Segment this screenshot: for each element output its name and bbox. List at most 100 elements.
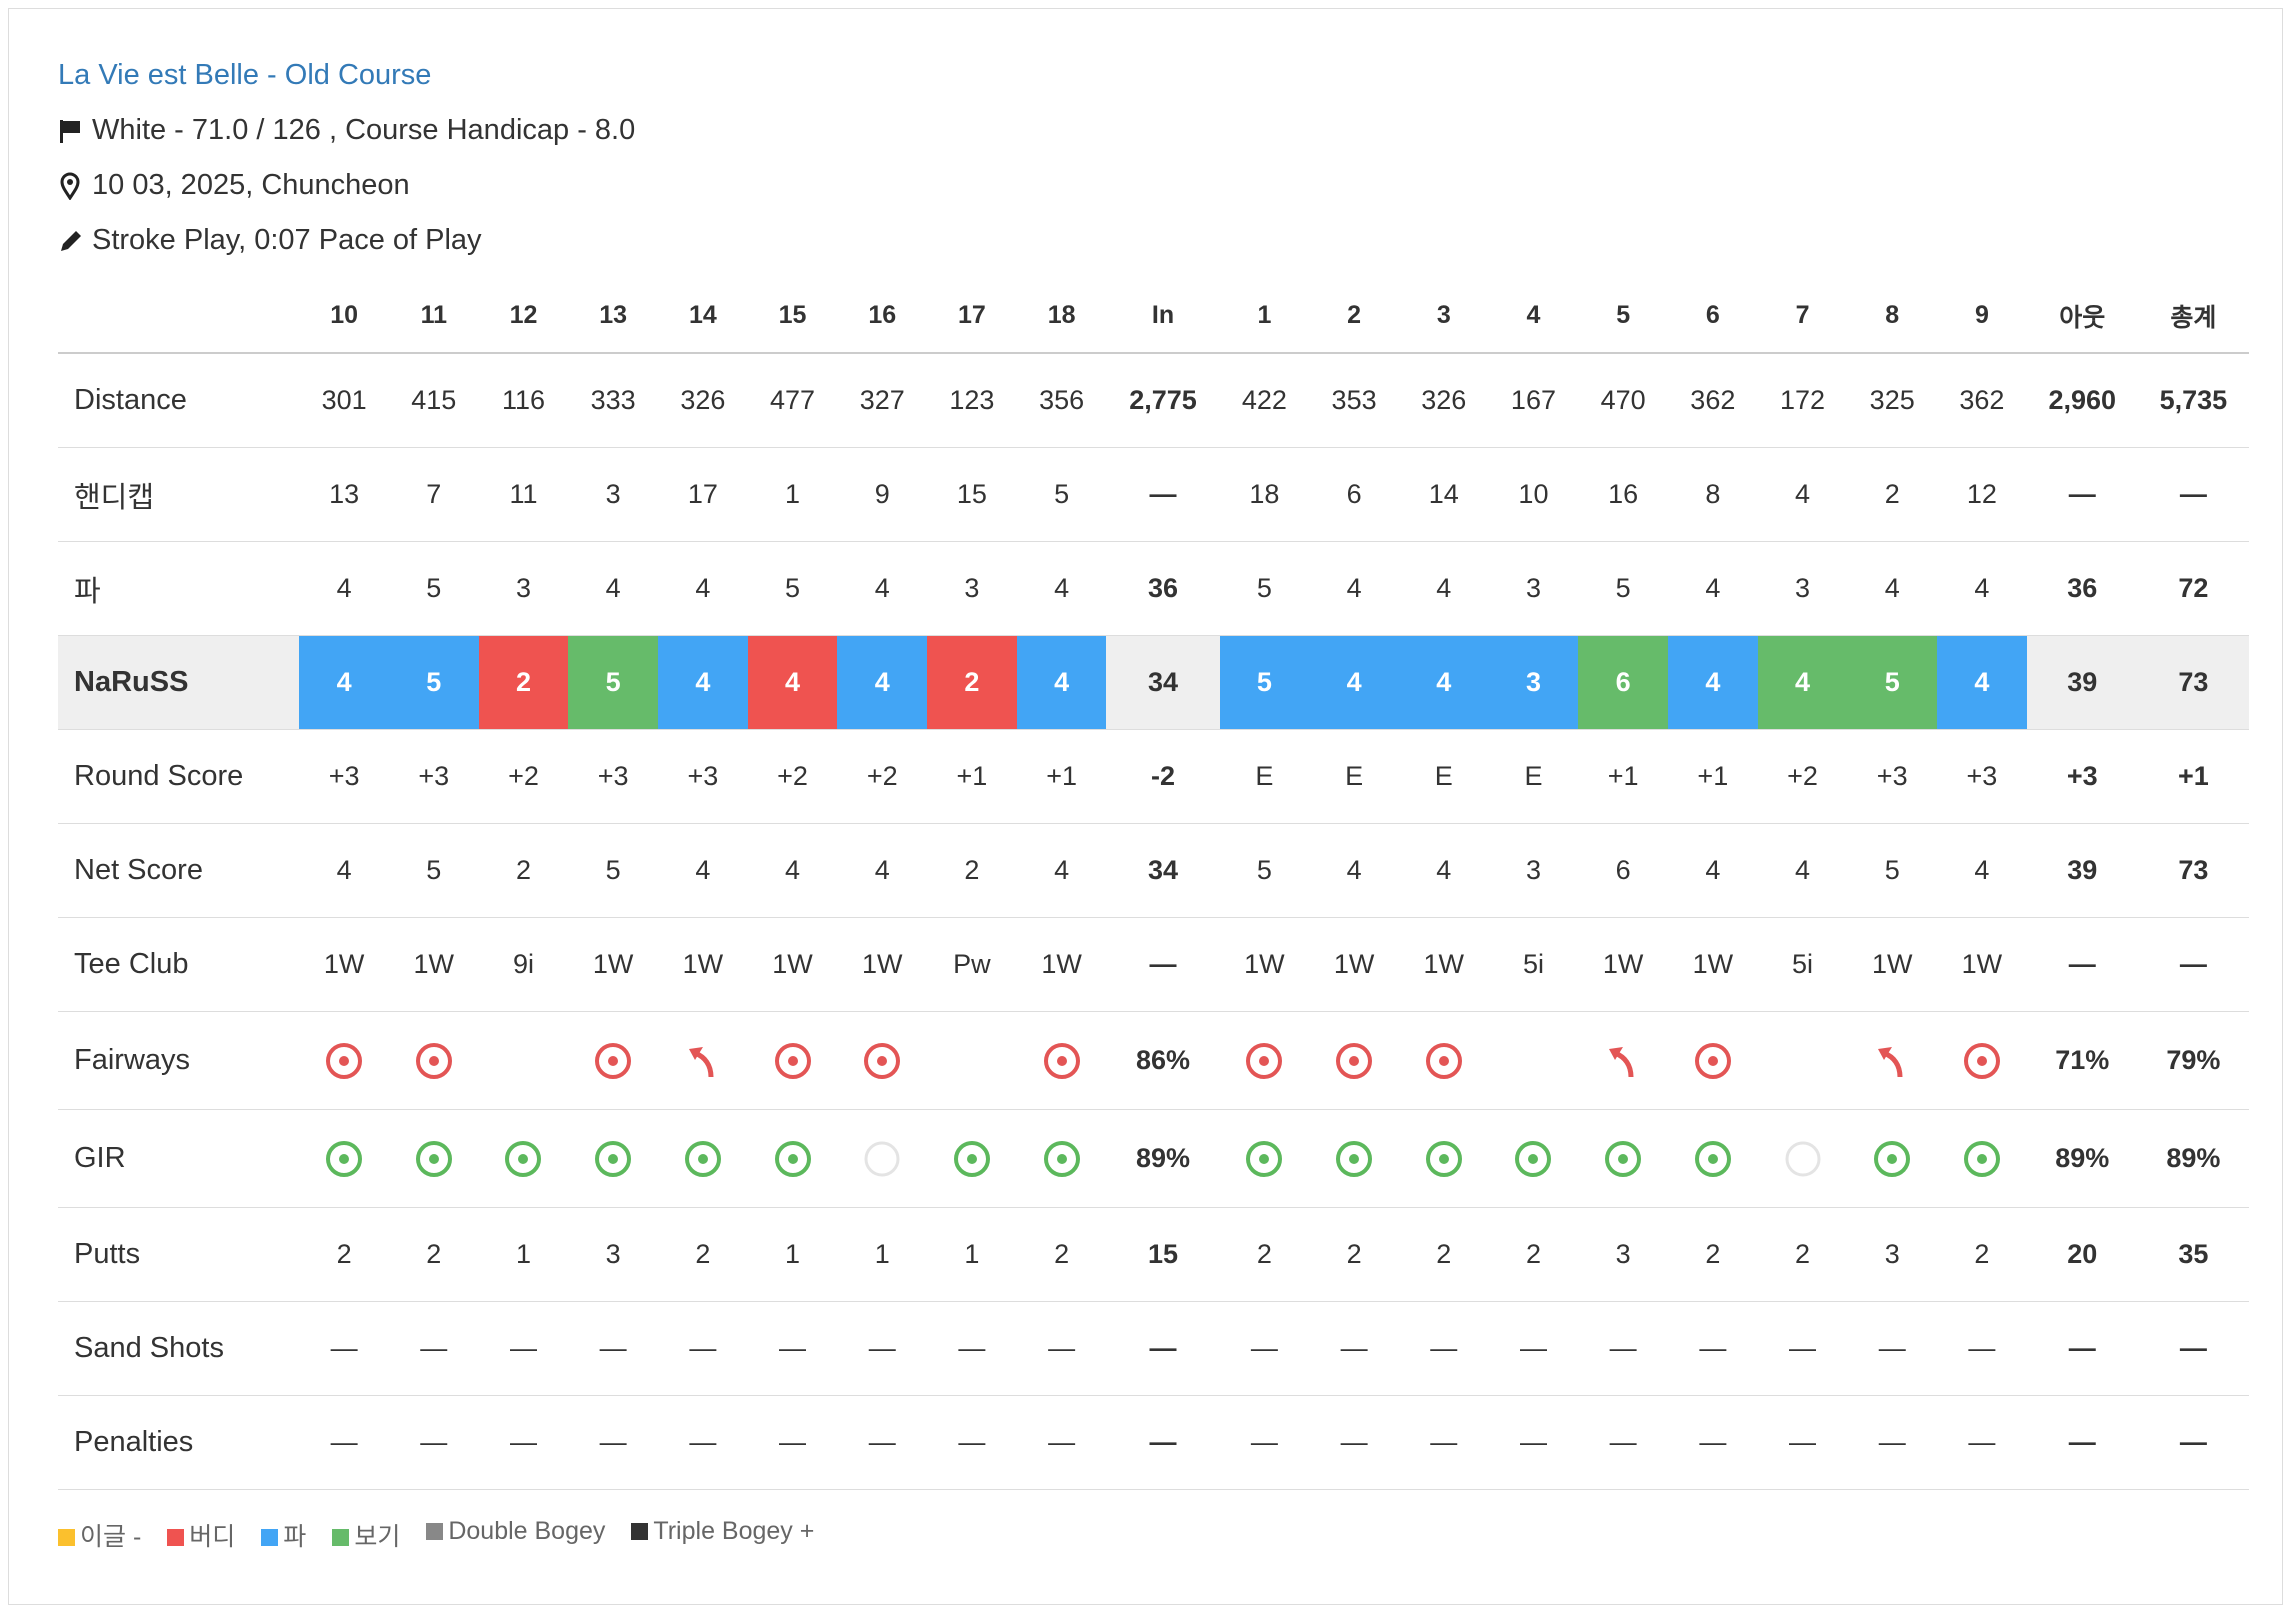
legend-swatch [631, 1523, 649, 1540]
score-cell: 4 [1309, 635, 1399, 730]
row-label: Sand Shots [58, 1301, 300, 1396]
score-cell: — [1488, 1301, 1579, 1396]
score-cell: +1 [1016, 729, 1107, 824]
score-cell: 116 [478, 353, 569, 448]
score-cell: 1W [837, 917, 928, 1012]
score-cell [1667, 1011, 1758, 1110]
score-cell: 2 [1016, 1207, 1107, 1302]
legend-label: 이글 - [80, 1523, 142, 1551]
score-cell: 3 [1488, 541, 1579, 636]
score-cell: — [2137, 1301, 2249, 1396]
score-cell: +1 [1667, 729, 1758, 824]
score-cell [388, 1109, 479, 1208]
row-label: 파 [58, 541, 300, 636]
legend-swatch [167, 1529, 185, 1546]
score-cell: 6 [1578, 823, 1668, 918]
score-cell: 4 [1757, 447, 1848, 542]
score-cell: 9i [478, 917, 569, 1012]
score-cell: 1W [1309, 917, 1399, 1012]
score-cell: 11 [478, 447, 569, 542]
score-cell: Pw [927, 917, 1017, 1012]
score-cell: — [1398, 1301, 1489, 1396]
score-cell: — [1106, 447, 1220, 542]
hole-header: 10 [299, 279, 389, 354]
score-cell [1309, 1109, 1399, 1208]
score-cell: 2,775 [1106, 353, 1220, 448]
score-cell: E [1488, 729, 1579, 824]
legend-swatch [332, 1529, 350, 1546]
status-icon [415, 1042, 452, 1079]
score-cell: — [299, 1395, 389, 1490]
scorecard: La Vie est Belle - Old Course White - 71… [8, 8, 2283, 1605]
score-cell: 71% [2026, 1011, 2138, 1110]
score-cell: 326 [658, 353, 748, 448]
score-cell: — [1106, 917, 1220, 1012]
score-cell: 2 [1757, 1207, 1848, 1302]
score-cell: E [1219, 729, 1310, 824]
row-label: NaRuSS [58, 635, 300, 730]
status-icon [415, 1140, 452, 1177]
hole-header: 15 [747, 279, 838, 354]
flag-icon [60, 119, 80, 143]
table-row: NaRuSS 4 5 2 5 4 4 4 2 4 34 5 4 4 3 6 4 4 5 4 39 73 [58, 635, 2249, 730]
score-cell [478, 1109, 569, 1208]
score-cell: +3 [388, 729, 479, 824]
hole-header: 9 [1937, 279, 2027, 354]
status-icon [1515, 1140, 1552, 1177]
score-cell: 5 [1219, 823, 1310, 918]
score-cell: 4 [299, 635, 389, 730]
score-cell: — [1219, 1395, 1310, 1490]
score-cell: 4 [1398, 823, 1489, 918]
status-icon [1605, 1140, 1642, 1177]
score-cell [1578, 1011, 1668, 1110]
course-title[interactable]: La Vie est Belle - Old Course [58, 59, 432, 91]
score-cell: +3 [299, 729, 389, 824]
row-label: GIR [58, 1109, 300, 1208]
score-cell: 15 [927, 447, 1017, 542]
score-cell: — [388, 1301, 479, 1396]
table-row: Net Score 4 5 2 5 4 4 4 2 4 34 5 4 4 3 6 4 4 5 4 39 73 [58, 823, 2249, 918]
score-cell: — [568, 1395, 658, 1490]
status-icon [1425, 1140, 1462, 1177]
score-cell: — [1847, 1395, 1938, 1490]
score-cell: 4 [1937, 635, 2027, 730]
legend-swatch [426, 1523, 444, 1540]
score-cell: -2 [1106, 729, 1220, 824]
score-cell: +3 [1937, 729, 2027, 824]
score-cell: 1 [837, 1207, 928, 1302]
hole-header: 14 [658, 279, 748, 354]
score-cell: 5 [388, 823, 479, 918]
score-cell [388, 1011, 479, 1110]
table-row: Penalties — — — — — — — — — — — — — — — — — — — — — [58, 1395, 2249, 1490]
score-cell: 1W [1578, 917, 1668, 1012]
score-cell: +1 [1578, 729, 1668, 824]
score-cell [1398, 1109, 1489, 1208]
score-cell: 13 [299, 447, 389, 542]
corner-cell [58, 279, 300, 354]
score-cell: 327 [837, 353, 928, 448]
score-cell: 1W [747, 917, 838, 1012]
score-cell: 3 [1488, 635, 1579, 730]
row-label: Distance [58, 353, 300, 448]
score-cell: 362 [1937, 353, 2027, 448]
score-cell: 14 [1398, 447, 1489, 542]
hole-header: 아웃 [2026, 279, 2138, 354]
score-cell: 301 [299, 353, 389, 448]
status-icon [1785, 1141, 1821, 1176]
score-cell: 3 [1578, 1207, 1668, 1302]
score-cell: 326 [1398, 353, 1489, 448]
status-icon [1609, 1046, 1634, 1077]
status-icon [1336, 1140, 1373, 1177]
score-cell: — [1847, 1301, 1938, 1396]
status-icon [505, 1140, 542, 1177]
score-cell [747, 1011, 838, 1110]
score-cell: +3 [2026, 729, 2138, 824]
score-cell: 2 [299, 1207, 389, 1302]
score-cell: 4 [1309, 823, 1399, 918]
score-cell [1578, 1109, 1668, 1208]
score-cell [1016, 1011, 1107, 1110]
legend-label: 버디 [189, 1523, 236, 1551]
score-cell [568, 1109, 658, 1208]
score-cell: 4 [1757, 823, 1848, 918]
row-label: Putts [58, 1207, 300, 1302]
